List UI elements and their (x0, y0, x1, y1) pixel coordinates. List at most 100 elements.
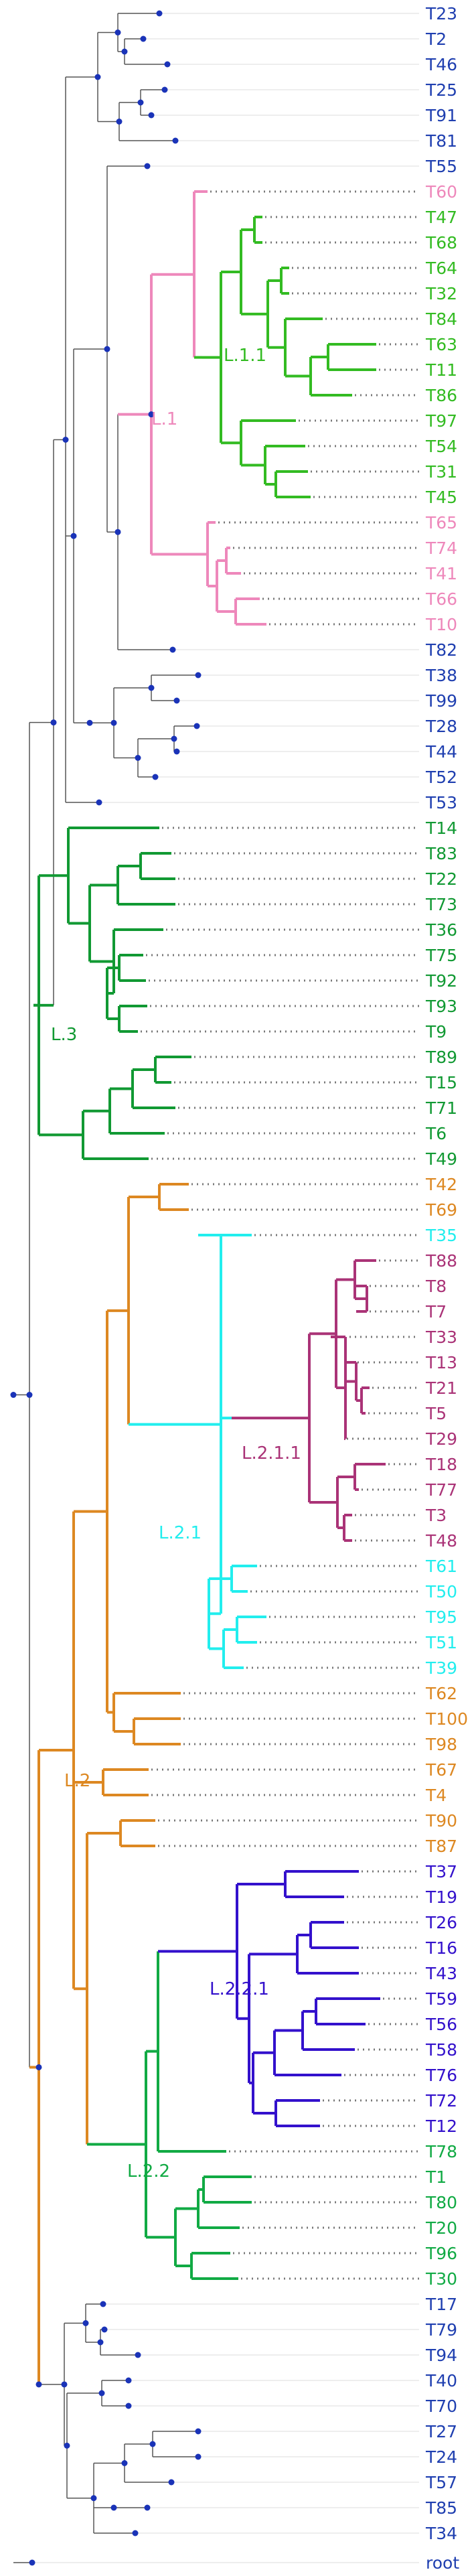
tip-label: T88 (425, 1251, 457, 1271)
node-dot (35, 2381, 42, 2388)
tip-label: T66 (425, 589, 457, 609)
node-dot (121, 2460, 128, 2466)
tip-label: T57 (425, 2473, 457, 2492)
tip-label: T81 (425, 131, 457, 151)
tip-label: T41 (425, 564, 457, 583)
node-dot (116, 119, 123, 125)
tip-label: T13 (425, 1353, 457, 1372)
tip-label: T67 (425, 1760, 457, 1780)
tip-label: T34 (425, 2524, 457, 2543)
clade-label-l1: L.1 (151, 409, 177, 429)
tree-branches (13, 13, 386, 2534)
tip-label: T5 (425, 1404, 447, 1423)
tip-label: T59 (425, 1989, 457, 2009)
tip-label: T21 (425, 1378, 457, 1398)
node-dot (50, 719, 57, 726)
clade-label-l2-1: L.2.1 (159, 1523, 202, 1543)
clade-label-l2-1-1: L.2.1.1 (242, 1443, 301, 1463)
tip-label: T38 (425, 666, 457, 685)
tip-label: T16 (425, 1938, 457, 1958)
tip-label: T35 (425, 1226, 457, 1245)
tip-label: T31 (425, 462, 457, 482)
node-dot (135, 755, 141, 761)
tip-label: T51 (425, 1633, 457, 1652)
tip-label: T28 (425, 717, 457, 736)
tip-label: T47 (425, 208, 457, 227)
tip-label: T85 (425, 2498, 457, 2518)
tip-label: T15 (425, 1073, 457, 1092)
tip-label: T92 (425, 971, 457, 991)
tip-label: T89 (425, 1048, 457, 1067)
node-dot (96, 799, 102, 806)
tip-label: T18 (425, 1455, 457, 1474)
node-dot (82, 2320, 89, 2326)
tip-label: T78 (425, 2142, 457, 2161)
tip-label: T24 (425, 2447, 457, 2467)
node-dot (61, 2381, 68, 2388)
tip-label: T72 (425, 2091, 457, 2110)
tip-label: T27 (425, 2422, 457, 2441)
tip-label: T74 (425, 539, 457, 558)
tip-label: T20 (425, 2218, 457, 2238)
node-dot (148, 112, 155, 119)
node-dot (26, 1392, 33, 1399)
tip-label: T29 (425, 1429, 457, 1449)
node-dot (70, 532, 77, 539)
tip-label: T49 (425, 1149, 457, 1169)
tip-label: T79 (425, 2320, 457, 2340)
tip-label: T6 (425, 1124, 447, 1143)
node-dot (172, 137, 179, 144)
tip-label: T40 (425, 2371, 457, 2390)
tip-label: T62 (425, 1684, 457, 1703)
tip-label: T60 (425, 182, 457, 202)
tip-label: T26 (425, 1913, 457, 1932)
root-label: root (426, 2553, 459, 2573)
tip-label: T76 (425, 2066, 457, 2085)
tip-label: T95 (425, 1607, 457, 1627)
tip-label: T58 (425, 2040, 457, 2060)
clade-label-l2: L.2 (64, 1771, 90, 1791)
tip-label: T4 (425, 1786, 447, 1805)
node-dot (135, 2352, 141, 2358)
node-dot (149, 2441, 156, 2447)
tip-label: T22 (425, 869, 457, 889)
tip-label: T3 (425, 1506, 447, 1525)
node-dot (97, 2339, 104, 2346)
tip-label: T69 (425, 1200, 457, 1220)
tip-label: T65 (425, 513, 457, 532)
tip-label: T73 (425, 895, 457, 914)
tip-label: T83 (425, 844, 457, 863)
tip-label: T86 (425, 386, 457, 405)
tip-label: T12 (425, 2117, 457, 2136)
tip-label: T25 (425, 80, 457, 100)
tip-label: T32 (425, 284, 457, 303)
tip-label: T90 (425, 1811, 457, 1831)
node-dot (94, 74, 101, 80)
node-dot (173, 697, 180, 704)
node-dot (110, 2504, 117, 2511)
tip-label: T2 (425, 29, 447, 49)
node-dot (125, 2377, 132, 2384)
tip-label: T63 (425, 335, 457, 354)
clade-label-l2-2-1: L.2.2.1 (210, 1979, 269, 1999)
node-dot (98, 2390, 105, 2396)
node-dot (137, 99, 144, 106)
node-dot (173, 748, 180, 755)
node-dot (100, 2301, 106, 2307)
tip-label: T45 (425, 488, 457, 507)
tip-label: T61 (425, 1557, 457, 1576)
node-dot (86, 719, 93, 726)
node-dot (195, 2453, 202, 2460)
tip-label: T91 (425, 106, 457, 125)
tip-label: T1 (425, 2167, 447, 2187)
tip-label: T94 (425, 2346, 457, 2365)
tip-label: T43 (425, 1964, 457, 1983)
node-dot (193, 723, 200, 729)
node-dot (144, 2504, 151, 2511)
tip-label: T36 (425, 920, 457, 940)
tip-label: T56 (425, 2015, 457, 2034)
tip-label: T75 (425, 946, 457, 965)
node-dot (104, 346, 110, 352)
